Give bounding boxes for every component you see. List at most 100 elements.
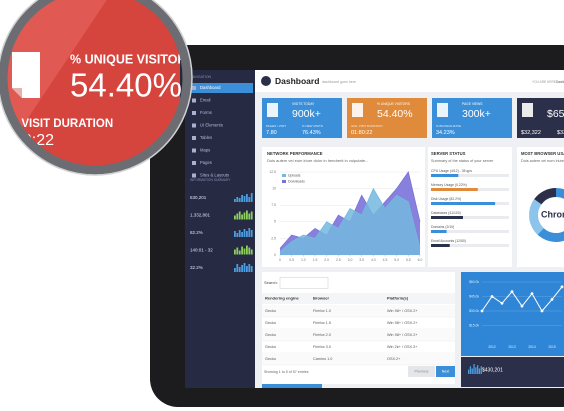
server-bar-label: Disk Usage (82.2%)	[431, 197, 461, 201]
header-bar	[255, 70, 564, 92]
summary-spark-bar	[250, 230, 253, 237]
summary-spark-bar	[238, 211, 241, 220]
legend-swatch	[282, 180, 286, 183]
table-header[interactable]: Rendering engine	[265, 296, 300, 301]
table-cell: OSX.2+	[387, 357, 401, 361]
card-icon	[437, 103, 448, 117]
summary-spark-bar	[238, 198, 241, 202]
x-tick-label: 2012	[488, 345, 496, 349]
summary-spark-bar	[243, 196, 246, 202]
server-bar	[431, 244, 450, 247]
card-stat-label: AVG. VISIT DURATION	[351, 124, 383, 128]
x-tick-label: 2.5	[336, 258, 341, 262]
revenue-spark-bar	[480, 366, 482, 374]
nav-item: Pages	[200, 160, 212, 165]
donut-slice	[529, 199, 544, 235]
summary-spark-bar	[243, 248, 246, 255]
table-cell: Firefox 1.5	[313, 321, 331, 325]
x-tick-label: 3.5	[359, 258, 364, 262]
table-header[interactable]: Browser	[313, 296, 329, 301]
line-point	[510, 290, 514, 294]
y-tick-label: $45.0k	[469, 294, 479, 298]
card-stat-value: 34.23%	[436, 130, 455, 136]
summary-spark-bar	[234, 268, 236, 272]
legend-label: Downloads	[288, 180, 305, 184]
y-tick-label: $15.0k	[469, 323, 479, 327]
lens-value: 54.40%	[70, 67, 182, 104]
doc-icon	[12, 52, 40, 98]
y-tick-label: 7.5	[271, 203, 276, 207]
summary-value: 630,201	[190, 195, 207, 200]
summary-spark-bar	[241, 246, 243, 255]
breadcrumb: Dashboard	[556, 80, 564, 84]
summary-heading: INFORMATION SUMMARY	[190, 178, 231, 182]
table-cell: Win 2k+ / OSX.3+	[387, 345, 418, 349]
prev-button[interactable]	[408, 366, 435, 377]
table-panel	[262, 272, 455, 384]
nav-item: Sites & Layouts	[200, 173, 229, 178]
table-cell: Win 98+ / OSX.2+	[387, 309, 418, 313]
table-header[interactable]: Platform(s)	[387, 296, 409, 301]
server-bar-track	[431, 174, 509, 177]
table-cell: Gecko	[265, 321, 276, 325]
card-label: PAGE VIEWS	[462, 102, 483, 106]
summary-spark-bar	[250, 211, 253, 220]
line-point	[530, 292, 534, 295]
nav-item: Maps	[200, 148, 210, 153]
x-tick-label: 2015	[548, 345, 556, 349]
x-tick-label: 2014	[528, 345, 536, 349]
summary-value: 32.2%	[190, 265, 203, 270]
revenue-spark-bar	[477, 365, 479, 374]
table-header-row	[262, 293, 455, 304]
breadcrumb-label: YOU ARE HERE	[532, 80, 556, 84]
area-line	[279, 187, 421, 252]
summary-spark-bar	[241, 265, 243, 272]
x-tick-label: 0	[279, 258, 281, 262]
card-stat-label: % BOUNCE RATE	[436, 124, 461, 128]
summary-value: 140:01 - 32	[190, 248, 213, 253]
next-label[interactable]: Next	[442, 369, 449, 373]
summary-spark-bar	[248, 247, 251, 255]
summary-spark-bar	[250, 266, 253, 272]
table-row-bg	[262, 329, 455, 341]
table-cell: Gecko	[265, 333, 276, 337]
nav-item: Dashboard	[200, 85, 221, 90]
server-bar	[431, 188, 478, 191]
line-point	[550, 298, 554, 301]
x-tick-label: 6.0	[418, 258, 423, 262]
y-tick-label: 0	[274, 253, 276, 257]
doc-fold	[12, 88, 22, 98]
search-input[interactable]	[279, 277, 329, 289]
summary-spark-bar	[250, 193, 253, 202]
table-cell: Gecko	[265, 357, 276, 361]
table-cell: Firefox 3.0	[313, 345, 331, 349]
next-button[interactable]	[436, 366, 455, 377]
card-stat-label: PAGES / VISIT	[266, 124, 286, 128]
nav-item: Email	[200, 98, 211, 103]
card-icon	[267, 103, 278, 117]
nav-item: Forms	[200, 110, 212, 115]
server-bar-label: Domains (2/10)	[431, 225, 454, 229]
prev-label[interactable]: Previous	[415, 369, 429, 373]
revenue-spark-bar	[475, 367, 477, 374]
browser-panel	[517, 147, 564, 267]
summary-spark-bar	[238, 250, 241, 255]
server-bar-label: CPU Usage (4/12) - 35 qps	[431, 169, 472, 173]
nav-active	[189, 83, 253, 93]
nav-icon	[192, 136, 196, 140]
summary-value: 82.2%	[190, 230, 203, 235]
summary-spark-bar	[248, 264, 251, 272]
bottom-card	[262, 384, 322, 388]
lens-sub-label: G. VISIT DURATION	[6, 118, 113, 130]
card-value: $65	[547, 108, 564, 120]
summary-spark-bar	[246, 210, 248, 220]
summary-spark-bar	[236, 247, 239, 255]
panel-title: MOST BROWSER USAGE	[521, 151, 564, 156]
nav-icon	[192, 123, 196, 128]
search-label: Search:	[264, 280, 278, 285]
summary-spark-bar	[238, 267, 241, 272]
table-row-bg	[262, 305, 455, 317]
summary-value: 1,332,801	[190, 213, 211, 218]
table-cell: Firefox 1.0	[313, 309, 331, 313]
server-bar-label: Memory Usage (0.22%)	[431, 183, 467, 187]
